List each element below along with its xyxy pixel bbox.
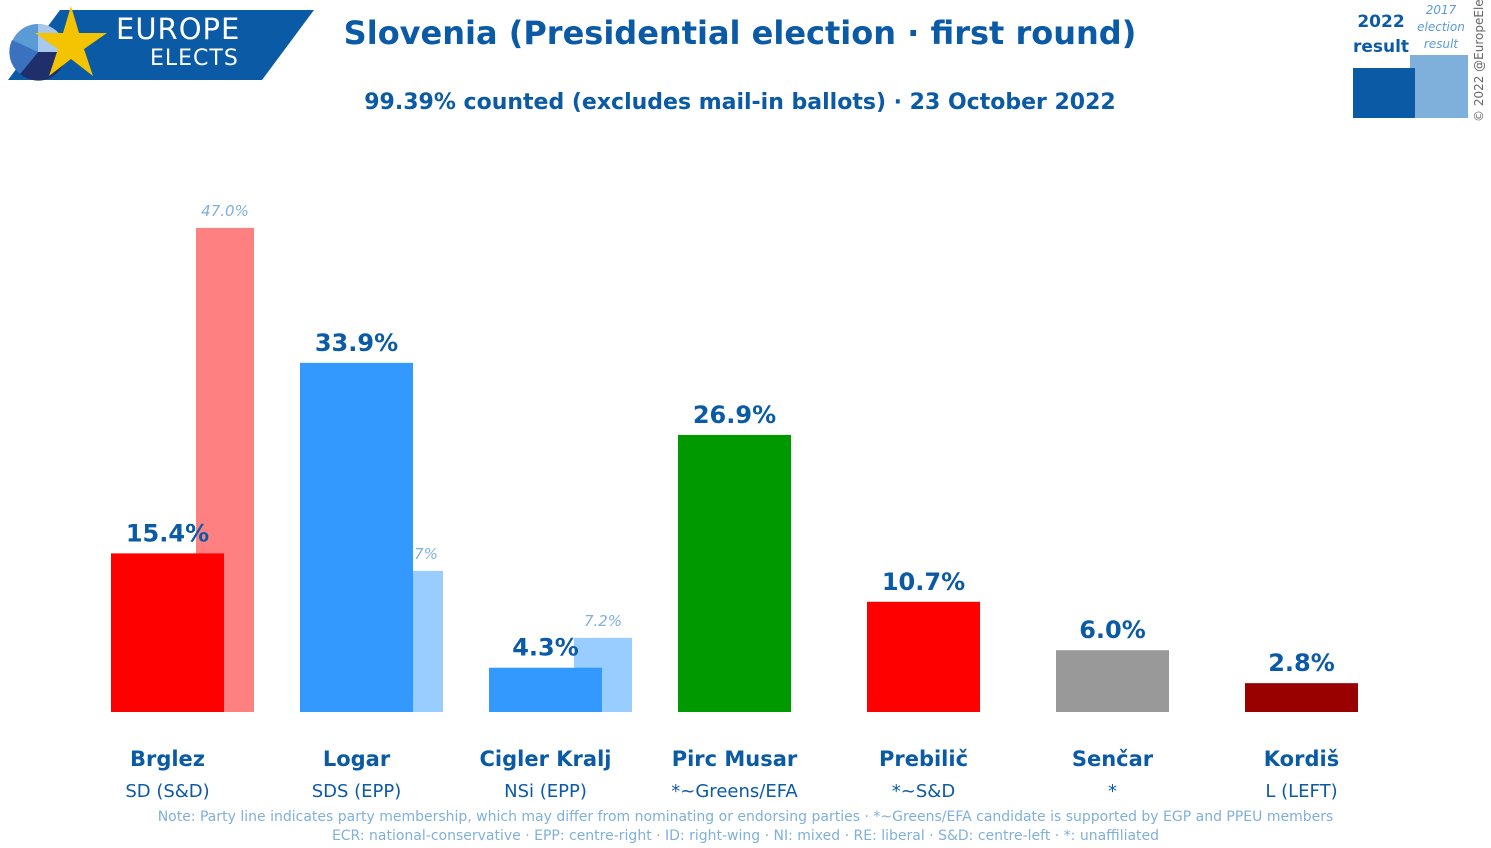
candidate-name-kordi-: Kordiš: [1264, 747, 1339, 771]
bar-2022-logar: [300, 362, 413, 712]
candidate-name-prebili-: Prebilič: [879, 747, 968, 771]
bar-2022-brglez: [111, 553, 224, 712]
candidate-party-logar: SDS (EPP): [312, 781, 402, 802]
candidate-name-cigler-kralj: Cigler Kralj: [480, 747, 612, 771]
label-2022-sen-ar: 6.0%: [1079, 616, 1146, 644]
candidate-party-pirc-musar: *~Greens/EFA: [671, 781, 798, 802]
candidate-name-sen-ar: Senčar: [1072, 747, 1154, 771]
legend-2017-text2: result: [1423, 37, 1459, 51]
bar-2022-kordi-: [1245, 683, 1358, 712]
label-2022-pirc-musar: 26.9%: [693, 401, 776, 429]
label-2022-logar: 33.9%: [315, 329, 398, 357]
label-2017-brglez: 47.0%: [201, 202, 249, 220]
chart-title: Slovenia (Presidential election · first …: [343, 14, 1137, 52]
logo-text-elects: ELECTS: [150, 46, 239, 71]
legend-2022-swatch: [1353, 68, 1415, 118]
bar-2022-cigler-kralj: [489, 667, 602, 712]
legend-2017-text1: election: [1417, 20, 1465, 34]
candidate-party-kordi-: L (LEFT): [1265, 781, 1337, 802]
logo-text-europe: EUROPE: [116, 12, 241, 46]
candidate-name-logar: Logar: [323, 747, 391, 771]
candidate-party-brglez: SD (S&D): [125, 781, 209, 802]
legend-2017-swatch: [1410, 55, 1468, 118]
bar-2022-pirc-musar: [678, 434, 791, 712]
legend-2017-label: 2017 election result: [1412, 2, 1470, 53]
label-2022-kordi-: 2.8%: [1268, 649, 1335, 677]
candidate-name-brglez: Brglez: [130, 747, 205, 771]
label-2022-brglez: 15.4%: [126, 519, 209, 547]
legend-2017-year: 2017: [1425, 3, 1457, 17]
legend-2022-label: 2022 result: [1352, 10, 1410, 60]
chart-subtitle: 99.39% counted (excludes mail-in ballots…: [364, 90, 1116, 115]
label-2022-prebili-: 10.7%: [882, 568, 965, 596]
candidate-party-sen-ar: *: [1108, 781, 1117, 802]
label-2022-cigler-kralj: 4.3%: [512, 634, 579, 662]
candidate-party-prebili-: *~S&D: [892, 781, 955, 802]
label-2017-cigler-kralj: 7.2%: [584, 612, 622, 630]
legend-2022-year: 2022: [1357, 12, 1405, 32]
footer-note-line2: ECR: national-conservative · EPP: centre…: [331, 828, 1160, 844]
footer-note-line1: Note: Party line indicates party members…: [157, 809, 1334, 825]
europe-elects-logo: [8, 6, 314, 81]
candidate-party-cigler-kralj: NSi (EPP): [504, 781, 587, 802]
bar-2022-sen-ar: [1056, 650, 1169, 712]
bar-2022-prebili-: [867, 601, 980, 712]
candidate-name-pirc-musar: Pirc Musar: [672, 747, 798, 771]
legend-2022-text: result: [1352, 37, 1410, 57]
